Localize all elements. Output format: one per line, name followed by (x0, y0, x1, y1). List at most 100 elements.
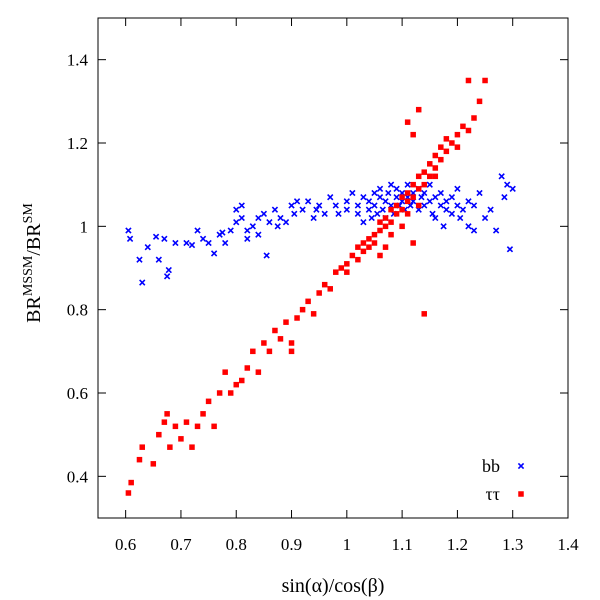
tautau-point (388, 219, 394, 225)
x-tick-label: 1 (343, 535, 352, 554)
bb-point (374, 210, 381, 217)
bb-point (448, 194, 456, 201)
y-tick-label: 1 (80, 217, 89, 236)
tautau-point (404, 119, 411, 125)
bb-point (393, 185, 400, 192)
bb-point (443, 198, 450, 205)
tautau-point (125, 490, 132, 496)
tautau-point (399, 194, 405, 200)
tautau-point (310, 311, 317, 317)
tautau-point (183, 419, 190, 425)
tautau-point (371, 231, 378, 238)
bb-point (481, 214, 489, 222)
bb-point (155, 256, 162, 263)
legend-marker-bb (517, 462, 525, 470)
tautau-point (167, 444, 173, 450)
tautau-point (266, 348, 273, 355)
plot-frame (97, 17, 569, 519)
tautau-point (415, 173, 422, 180)
tautau-point (415, 106, 422, 113)
tautau-point (421, 311, 427, 317)
y-tick-label: 0.8 (67, 301, 88, 320)
bb-point (343, 198, 350, 205)
bb-point (126, 235, 134, 242)
tautau-point (432, 173, 439, 180)
tautau-point (205, 398, 212, 405)
bb-point (492, 227, 500, 234)
bb-point (282, 219, 290, 226)
y-label-br-1: BR (23, 295, 45, 322)
bb-point (365, 206, 373, 213)
bb-point (313, 206, 320, 213)
tautau-point (421, 181, 427, 188)
bb-point (125, 227, 132, 234)
bb-point (382, 198, 389, 205)
bb-point (360, 194, 367, 201)
bb-point (376, 185, 384, 192)
tautau-point (255, 369, 262, 375)
bb-point (188, 241, 196, 249)
tautau-point (250, 348, 256, 355)
tautau-point (344, 261, 350, 267)
tautau-point (161, 419, 168, 425)
tautau-point (377, 252, 383, 259)
tautau-point (216, 390, 223, 396)
bb-point (249, 223, 256, 230)
bb-point (293, 198, 301, 205)
tautau-point (471, 115, 477, 121)
bb-point (365, 198, 373, 205)
tautau-point (465, 77, 472, 84)
bb-point (404, 181, 411, 188)
bb-point (470, 202, 478, 209)
bb-point (349, 189, 356, 197)
tautau-point (460, 123, 466, 130)
tautau-point (404, 190, 411, 196)
bb-point (443, 206, 450, 213)
tautau-point (321, 281, 328, 288)
tautau-point (382, 215, 389, 221)
bb-point (393, 194, 400, 201)
tautau-point (449, 140, 455, 146)
bb-point (379, 206, 386, 213)
tautau-point (443, 136, 450, 142)
tautau-point (415, 186, 422, 192)
x-tick-label: 1.3 (502, 535, 523, 554)
bb-point (233, 206, 240, 213)
bb-point (354, 202, 362, 209)
bb-point (343, 206, 350, 213)
tautau-point (421, 169, 427, 175)
bb-point (255, 214, 262, 222)
tautau-point (388, 231, 394, 238)
bb-point (448, 210, 456, 217)
bb-point (233, 219, 240, 226)
bb-point (506, 246, 514, 253)
tautau-point (136, 456, 143, 463)
tautau-point (360, 240, 367, 246)
y-tick-label: 1.4 (67, 51, 89, 70)
tautau-point (156, 431, 162, 438)
tautau-point (415, 202, 422, 209)
tautau-point (438, 144, 444, 150)
bb-point (210, 250, 218, 257)
tautau-point (482, 77, 488, 84)
legend-marker-tautau (518, 491, 524, 497)
bb-point (426, 198, 433, 205)
bb-point (321, 210, 328, 217)
tautau-point (427, 161, 433, 167)
tautau-point (222, 369, 228, 375)
bb-point (183, 239, 190, 247)
bb-point (271, 206, 279, 213)
ticks-layer: 0.6 0.7 0.8 0.9 1 1.1 1.2 1.3 1.4 0.4 0.6 0.8 1 1.2 1.… (67, 18, 579, 554)
legend-marker-tautau-glyph (518, 491, 524, 497)
bb-point (465, 198, 472, 205)
tautau-point (272, 327, 278, 334)
tautau-point (393, 202, 400, 209)
x-axis-label: sin(α)/cos(β) (282, 575, 385, 597)
tautau-point (377, 219, 383, 225)
tautau-point (277, 336, 284, 342)
bb-point (354, 210, 362, 217)
y-tick-label: 0.6 (67, 384, 88, 403)
tautau-point (476, 98, 483, 105)
y-tick-label: 1.2 (67, 134, 88, 153)
tautau-point (211, 423, 217, 430)
